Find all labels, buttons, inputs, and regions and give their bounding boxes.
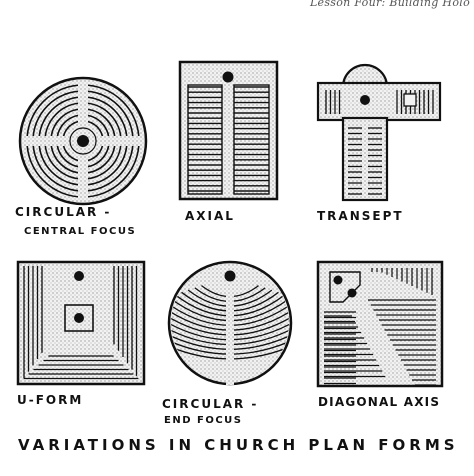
label-axial: AXIAL [185,209,235,223]
sublabel-end-focus: END FOCUS [164,415,243,426]
label-circular-central: CIRCULAR - [15,205,112,219]
pew-block-right [233,84,270,195]
label-transept: TRANSEPT [317,209,404,223]
page-header-note: Lesson Four: Building Holo [309,0,470,9]
transept-column [403,93,417,107]
plan-circular-end [167,260,293,386]
plan-axial [178,60,279,201]
plan-circular-central [18,76,148,206]
label-diagonal-axis: DIAGONAL AXIS [318,395,441,409]
label-u-form: U-FORM [17,393,84,407]
pew-block-left [187,84,223,195]
label-circular-end: CIRCULAR - [162,397,259,411]
sublabel-central-focus: CENTRAL FOCUS [24,226,137,237]
plan-transept [316,63,442,202]
plan-diagonal-axis [316,260,444,388]
plan-u-form [16,260,146,386]
figure-caption: VARIATIONS IN CHURCH PLAN FORMS [18,436,459,454]
